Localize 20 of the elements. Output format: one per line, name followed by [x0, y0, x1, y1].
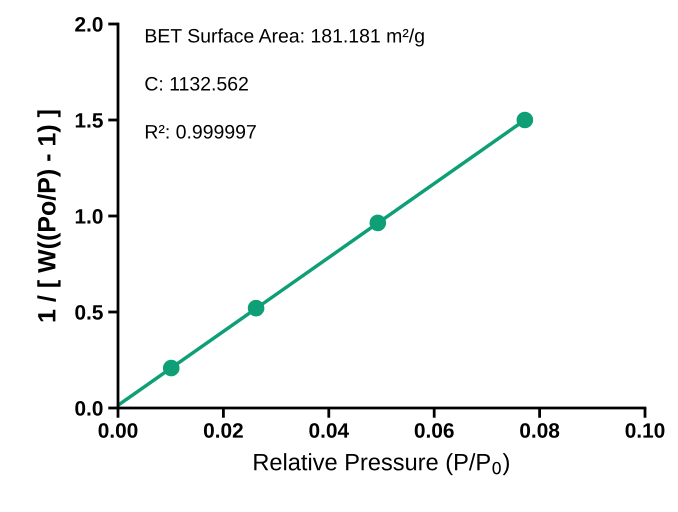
y-tick-label: 0.5 — [75, 305, 103, 320]
annotation: R²: 0.999997 — [146, 124, 256, 139]
x-axis-title: Relative Pressure (P/P$_{0}$) — [254, 453, 509, 476]
x-tick-label: 0.04 — [309, 423, 349, 438]
point — [248, 300, 264, 316]
x-tick-label: 0.10 — [626, 423, 664, 438]
x-tick-label: 0.08 — [520, 423, 560, 438]
y-tick-label: 1.5 — [76, 113, 103, 128]
y-tick-label: 0.0 — [75, 401, 103, 416]
annotation: BET Surface Area: 181.181 m²/g — [146, 28, 424, 47]
point — [370, 214, 386, 232]
y-axis-title: 1 / [ W((Po/P) - 1) ] — [37, 110, 61, 322]
annotation: C: 1132.562 — [145, 76, 248, 91]
y-tick-label: 2.0 — [75, 17, 103, 32]
x-tick-label: 0.00 — [98, 423, 138, 438]
point — [516, 112, 534, 128]
y-tick-label: 1.0 — [76, 209, 103, 224]
x-tick-label: 0.02 — [204, 423, 243, 438]
x-tick-label: 0.06 — [414, 423, 454, 438]
point — [162, 360, 180, 376]
